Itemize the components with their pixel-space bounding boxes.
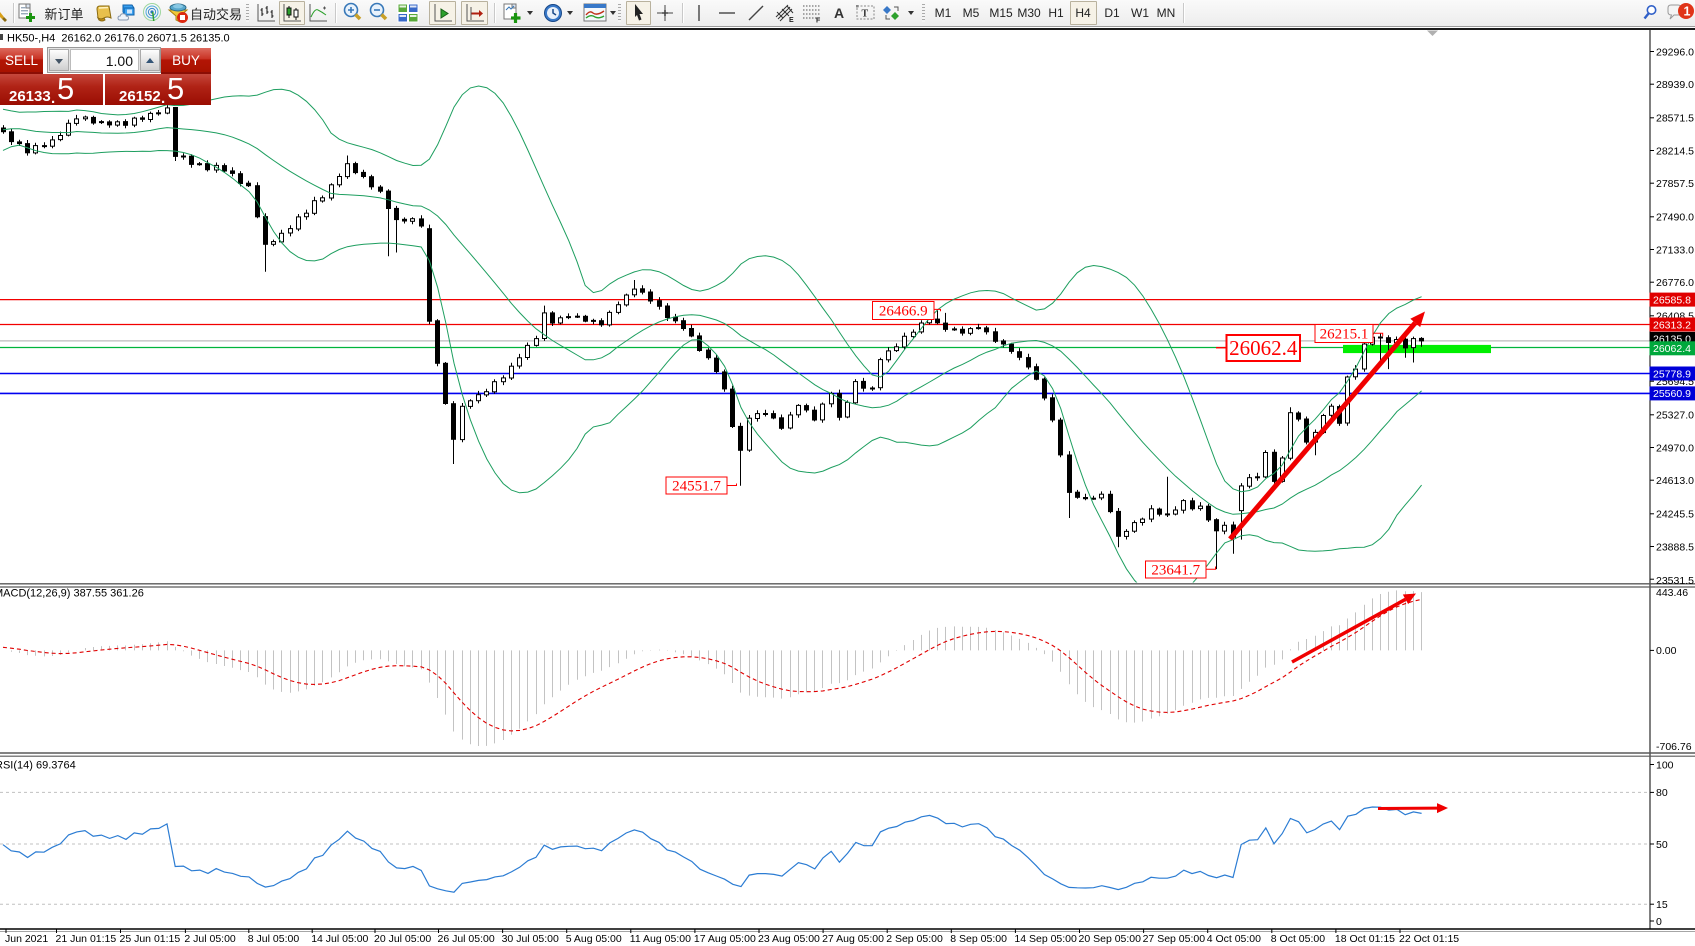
svg-text:25 Jun 01:15: 25 Jun 01:15 xyxy=(120,933,181,945)
svg-text:14 Sep 05:00: 14 Sep 05:00 xyxy=(1014,933,1077,945)
svg-text:27857.5: 27857.5 xyxy=(1656,178,1694,190)
svg-text:24970.0: 24970.0 xyxy=(1656,442,1694,454)
svg-text:22 Oct 01:15: 22 Oct 01:15 xyxy=(1399,933,1459,945)
svg-text:80: 80 xyxy=(1656,787,1668,799)
svg-text:28571.5: 28571.5 xyxy=(1656,113,1694,125)
svg-text:23641.7: 23641.7 xyxy=(1151,563,1200,579)
svg-text:25327.0: 25327.0 xyxy=(1656,410,1694,422)
svg-text:25560.9: 25560.9 xyxy=(1653,388,1691,400)
svg-text:100: 100 xyxy=(1656,759,1674,771)
svg-text:MACD(12,26,9) 387.55 361.26: MACD(12,26,9) 387.55 361.26 xyxy=(0,588,144,600)
svg-text:23 Aug 05:00: 23 Aug 05:00 xyxy=(758,933,820,945)
svg-text:26215.1: 26215.1 xyxy=(1320,327,1369,343)
svg-text:29296.0: 29296.0 xyxy=(1656,46,1694,58)
svg-text:20 Jul 05:00: 20 Jul 05:00 xyxy=(374,933,431,945)
svg-text:0.00: 0.00 xyxy=(1656,645,1677,657)
svg-text:26776.0: 26776.0 xyxy=(1656,277,1694,289)
svg-text:17 Aug 05:00: 17 Aug 05:00 xyxy=(694,933,756,945)
svg-text:27 Aug 05:00: 27 Aug 05:00 xyxy=(822,933,884,945)
svg-text:18 Oct 01:15: 18 Oct 01:15 xyxy=(1335,933,1395,945)
svg-text:15: 15 xyxy=(1656,899,1668,911)
svg-text:0: 0 xyxy=(1656,916,1662,928)
svg-text:27490.0: 27490.0 xyxy=(1656,212,1694,224)
svg-text:28214.5: 28214.5 xyxy=(1656,145,1694,157)
svg-text:5 Aug 05:00: 5 Aug 05:00 xyxy=(566,933,622,945)
svg-text:28939.0: 28939.0 xyxy=(1656,79,1694,91)
svg-text:8 Sep 05:00: 8 Sep 05:00 xyxy=(950,933,1007,945)
svg-text:50: 50 xyxy=(1656,839,1668,851)
svg-text:23888.5: 23888.5 xyxy=(1656,541,1694,553)
svg-text:26062.4: 26062.4 xyxy=(1653,343,1691,355)
svg-text:Jun 2021: Jun 2021 xyxy=(5,933,48,945)
svg-text:24245.5: 24245.5 xyxy=(1656,509,1694,521)
svg-text:27 Sep 05:00: 27 Sep 05:00 xyxy=(1143,933,1206,945)
svg-text:26466.9: 26466.9 xyxy=(879,304,928,320)
svg-text:30 Jul 05:00: 30 Jul 05:00 xyxy=(502,933,559,945)
svg-text:2 Jul 05:00: 2 Jul 05:00 xyxy=(184,933,236,945)
svg-text:1: 1 xyxy=(1684,5,1691,19)
svg-text:23531.5: 23531.5 xyxy=(1656,575,1694,587)
svg-text:4 Oct 05:00: 4 Oct 05:00 xyxy=(1207,933,1261,945)
svg-text:25778.9: 25778.9 xyxy=(1653,368,1691,380)
svg-text:443.46: 443.46 xyxy=(1656,587,1688,599)
svg-text:24551.7: 24551.7 xyxy=(672,479,721,495)
svg-text:14 Jul 05:00: 14 Jul 05:00 xyxy=(311,933,368,945)
svg-text:26 Jul 05:00: 26 Jul 05:00 xyxy=(438,933,495,945)
svg-text:8 Jul 05:00: 8 Jul 05:00 xyxy=(248,933,300,945)
svg-text:26062.4: 26062.4 xyxy=(1229,336,1298,360)
svg-text:-706.76: -706.76 xyxy=(1656,741,1692,753)
svg-text:2 Sep 05:00: 2 Sep 05:00 xyxy=(886,933,943,945)
svg-text:26585.8: 26585.8 xyxy=(1653,294,1691,306)
svg-text:11 Aug 05:00: 11 Aug 05:00 xyxy=(630,933,691,945)
svg-text:27133.0: 27133.0 xyxy=(1656,244,1694,256)
svg-text:26313.2: 26313.2 xyxy=(1653,319,1691,331)
svg-text:RSI(14) 69.3764: RSI(14) 69.3764 xyxy=(0,760,76,772)
svg-text:HK50-,H4 26162.0 26176.0 2607: HK50-,H4 26162.0 26176.0 26071.5 26135.0 xyxy=(7,33,230,45)
svg-text:F: F xyxy=(816,18,821,24)
svg-text:24613.0: 24613.0 xyxy=(1656,475,1694,487)
svg-text:8 Oct 05:00: 8 Oct 05:00 xyxy=(1271,933,1325,945)
svg-text:21 Jun 01:15: 21 Jun 01:15 xyxy=(56,933,117,945)
svg-text:E: E xyxy=(789,17,794,23)
svg-text:20 Sep 05:00: 20 Sep 05:00 xyxy=(1079,933,1142,945)
svg-text:T: T xyxy=(862,9,869,20)
